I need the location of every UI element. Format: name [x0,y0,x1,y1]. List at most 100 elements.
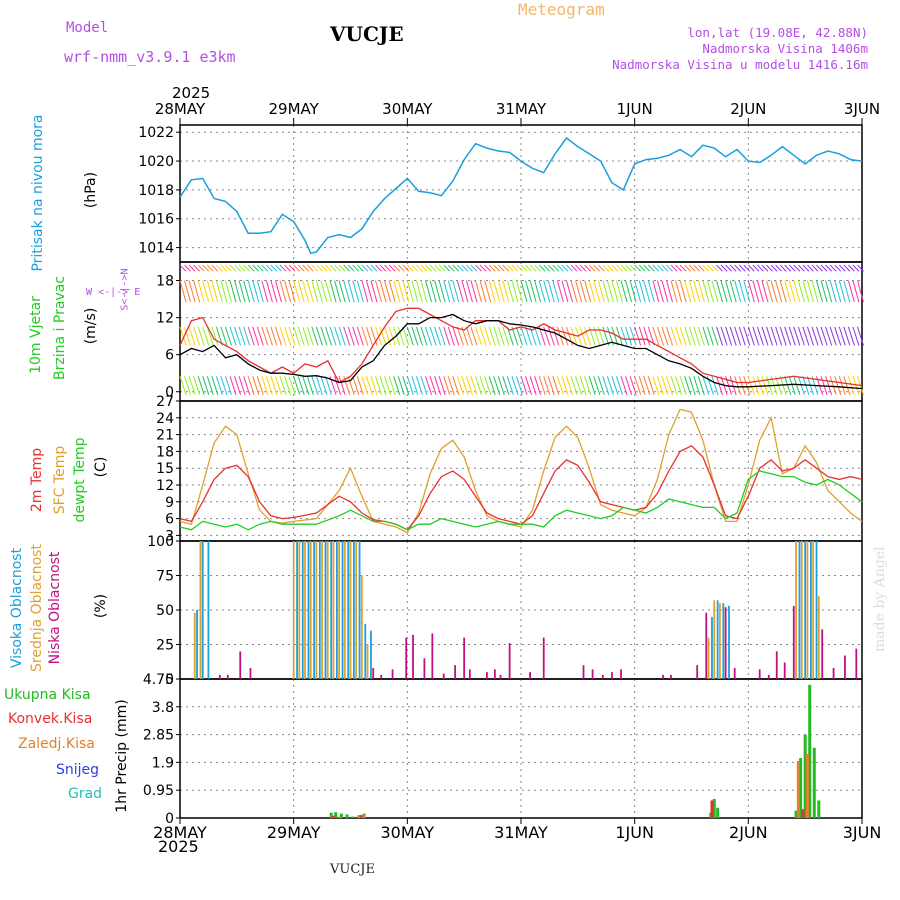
wind-barb [320,326,328,346]
y-tick-label: 0 [165,811,174,827]
wind-barb [438,264,446,272]
wind-barb [629,280,637,303]
wind-barb [779,326,787,346]
wind-barb [525,376,533,395]
wind-barb [788,376,796,395]
wind-barb [434,264,441,272]
wind-barb [820,264,828,272]
wind-barb [261,264,269,272]
wind-barb [361,280,369,303]
y-tick-label: 25 [156,638,174,654]
wind-barb [252,326,260,346]
wind-barb [556,376,564,395]
wind-barb [584,376,592,395]
wind-barb [375,264,382,272]
wind-barb [470,376,478,395]
wind-barb [638,326,646,346]
wind-barb [306,264,314,272]
wind-barb [643,326,651,346]
wind-barb [829,264,837,272]
wind-barb [561,376,569,395]
precip-bar [345,814,349,818]
wind-barb [202,264,210,272]
wind-barb [261,280,269,303]
wind-barb [443,280,451,303]
wind-barb [506,280,514,303]
wind-barb [311,326,319,346]
y-tick-label: 75 [156,569,174,585]
wind-barb [738,376,746,395]
wind-barb [702,280,710,303]
wind-barb [675,376,683,395]
wind-barb [679,264,687,272]
wind-barb [179,376,187,395]
y-tick-label: 15 [156,461,174,477]
wind-barb [325,264,332,272]
wind-barb [311,264,319,272]
wind-barb [811,280,819,303]
wind-barb [225,264,232,272]
wind-barb [834,280,842,303]
wind-barb [816,280,824,303]
wind-barb [279,376,287,395]
wind-barb [584,264,592,272]
wind-barb [643,280,651,303]
wind-barb [820,280,828,303]
wind-barb [370,280,378,303]
wind-barb [616,376,623,395]
wind-barb [256,280,264,303]
wind-barb [734,280,742,303]
wind-barb [197,376,205,395]
wind-barb [675,264,682,272]
wind-barb [666,326,673,346]
y-tick-label: 50 [156,603,174,619]
wind-barb [720,264,728,272]
wind-barb [456,326,464,346]
wind-barb [443,376,451,395]
wind-barb [206,376,214,395]
wind-barb [429,264,437,272]
wind-barb [215,376,223,395]
wind-barb [184,376,192,395]
wind-barb [693,326,701,346]
wind-barb [438,326,446,346]
wind-barb [397,280,405,303]
wind-barb [538,376,546,395]
wind-barb [820,326,828,346]
wind-barb [366,264,373,272]
y-tick-label: 1014 [138,241,174,257]
wind-barb [456,264,464,272]
wind-barb [352,264,360,272]
wind-barb [747,376,755,395]
wind-barb [193,376,201,395]
wind-barb [270,326,278,346]
wind-barb [229,280,237,303]
wind-barb [497,264,505,272]
y-tick-label: 1.9 [152,755,174,771]
wind-barb [197,264,205,272]
wind-barb [402,280,410,303]
wind-barb [447,376,455,395]
precip-bar [331,815,335,818]
wind-barb [479,280,487,303]
wind-barb [652,376,660,395]
wind-barb [238,326,246,346]
wind-barb [670,326,678,346]
wind-barb [247,280,255,303]
wind-barb [343,280,351,303]
x-tick-label-top: 2JUN [730,100,766,118]
wind-barb [193,264,200,272]
wind-barb [425,326,432,346]
wind-barb [838,326,846,346]
wind-barb [816,264,823,272]
wind-barb [697,264,705,272]
wind-barb [843,326,851,346]
wind-barb [806,280,814,303]
wind-barb [415,280,423,303]
wind-barb [379,376,387,395]
wind-barb [647,326,655,346]
y-tick-label: 0 [165,385,174,401]
wind-barb [602,264,610,272]
wind-barb [675,326,683,346]
wind-barb [693,264,701,272]
